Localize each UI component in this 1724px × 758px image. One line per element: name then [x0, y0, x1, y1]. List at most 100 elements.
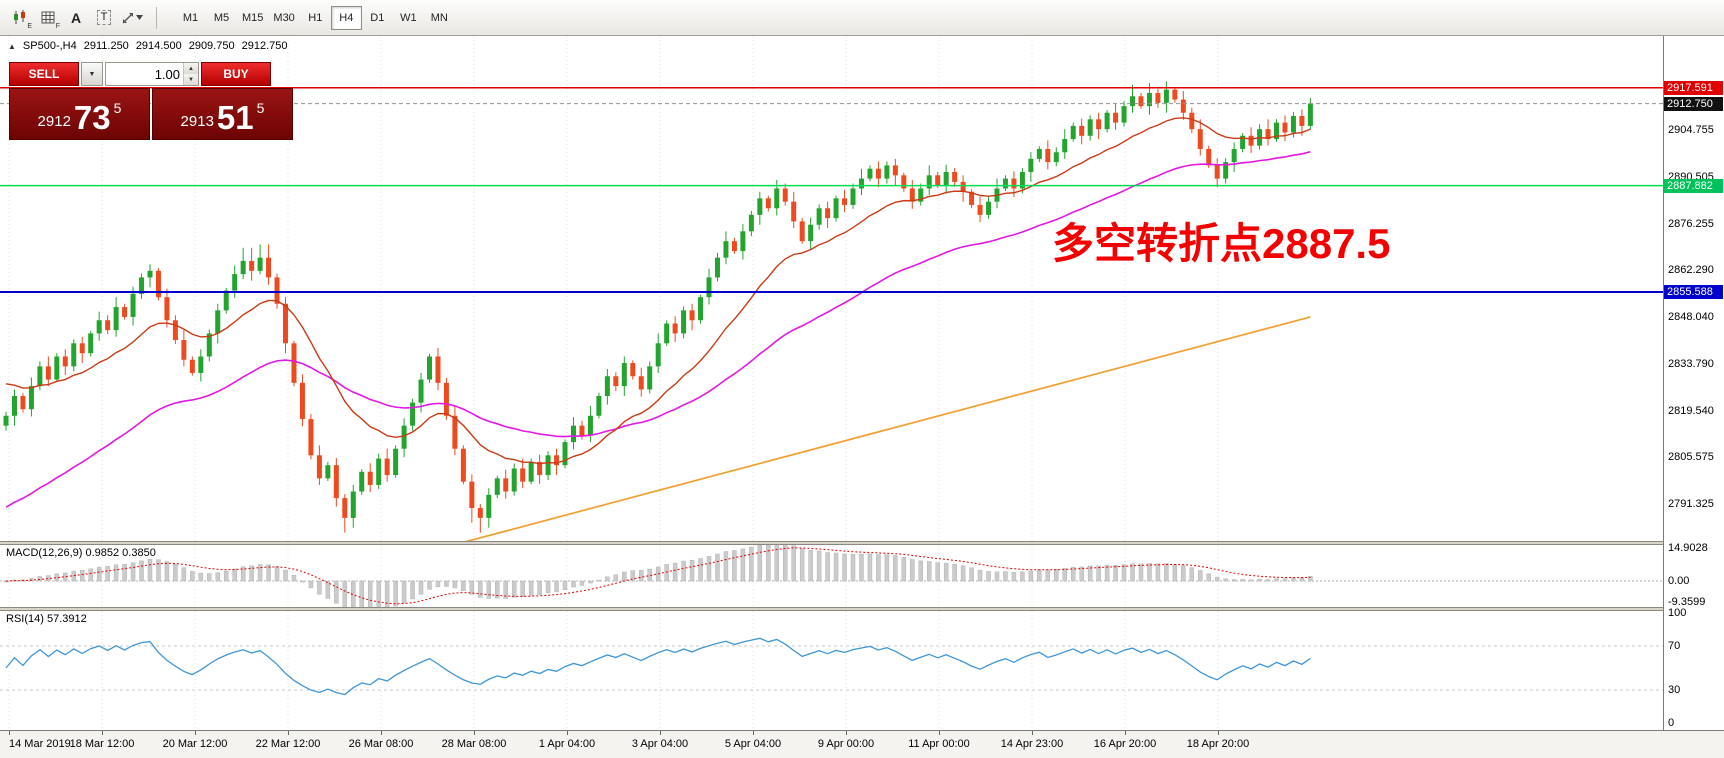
panel-separator[interactable] — [0, 541, 1663, 545]
panel-separator[interactable] — [0, 607, 1663, 611]
chart-ohlc-header: ▲ SP500-,H4 2911.250 2914.500 2909.750 2… — [8, 40, 287, 52]
price-badge: 2887.882 — [1664, 178, 1723, 193]
volume-field: ▲ ▼ — [105, 62, 199, 86]
macd-scale-tick: -9.3599 — [1668, 595, 1706, 608]
rsi-scale-tick: 0 — [1668, 717, 1675, 729]
tf-m1[interactable]: M1 — [175, 6, 206, 30]
macd-indicator-label: MACD(12,26,9) 0.9852 0.3850 — [6, 547, 156, 559]
tf-m15[interactable]: M15 — [237, 6, 268, 30]
sell-price-sup: 5 — [113, 100, 122, 116]
time-axis-tick — [1032, 731, 1033, 735]
time-axis-label: 26 Mar 08:00 — [348, 738, 414, 750]
macd-scale-tick: 0.00 — [1668, 575, 1690, 587]
time-axis-label: 1 Apr 04:00 — [538, 738, 596, 750]
price-badge: 2912.750 — [1664, 96, 1723, 111]
time-axis-tick — [753, 731, 754, 735]
time-axis-label: 14 Mar 2019 — [9, 738, 71, 750]
time-axis-tick — [381, 731, 382, 735]
symbol-label: SP500-,H4 — [22, 40, 77, 52]
price-axis-tick: 2833.790 — [1668, 357, 1714, 370]
rsi-panel-canvas[interactable] — [0, 611, 1663, 730]
volume-input[interactable] — [106, 63, 183, 85]
draw-arrows-icon — [122, 12, 133, 23]
toolbar: E F A T M1 M5 M15 M30 H1 H4 D1 W1 MN — [0, 0, 1724, 36]
tf-m30[interactable]: M30 — [268, 6, 299, 30]
sell-price-head: 2912 — [37, 113, 71, 130]
price-axis-tick: 2791.325 — [1668, 497, 1714, 510]
indicators-button[interactable]: E — [6, 5, 34, 31]
toolbar-separator — [156, 6, 157, 29]
time-axis-tick — [939, 731, 940, 735]
rsi-indicator-label: RSI(14) 57.3912 — [6, 613, 87, 625]
text-label-button[interactable]: A — [62, 5, 90, 31]
macd-scale-tick: 14.9028 — [1668, 542, 1708, 554]
time-axis-label: 9 Apr 00:00 — [817, 738, 875, 750]
tf-d1[interactable]: D1 — [362, 6, 393, 30]
buy-price-display[interactable]: 2913 51 5 — [152, 88, 293, 140]
price-axis-tick: 2876.255 — [1668, 217, 1714, 230]
timeframe-group: M1 M5 M15 M30 H1 H4 D1 W1 MN — [175, 5, 455, 30]
time-axis-label: 20 Mar 12:00 — [162, 738, 228, 750]
macd-panel-canvas[interactable] — [0, 545, 1663, 607]
price-axis-tick: 2819.540 — [1668, 404, 1714, 417]
price-badge: 2855.588 — [1664, 284, 1723, 299]
tf-h1[interactable]: H1 — [300, 6, 331, 30]
time-axis-label: 16 Apr 20:00 — [1093, 738, 1157, 750]
indicators-sub-label: E — [27, 22, 32, 30]
tf-mn[interactable]: MN — [424, 6, 455, 30]
tf-m5[interactable]: M5 — [206, 6, 237, 30]
price-axis-tick: 2848.040 — [1668, 310, 1714, 323]
time-axis-label: 14 Apr 23:00 — [1000, 738, 1064, 750]
rsi-scale-tick: 30 — [1668, 684, 1681, 696]
buy-price-sup: 5 — [256, 100, 265, 116]
grid-sub-label: F — [55, 22, 60, 30]
buy-button[interactable]: BUY — [201, 62, 271, 86]
price-axis-tick: 2805.575 — [1668, 450, 1714, 463]
ohlc-open: 2911.250 — [83, 40, 129, 52]
tf-h4[interactable]: H4 — [330, 5, 362, 30]
volume-up-button[interactable]: ▲ — [184, 63, 198, 74]
volume-down-button[interactable]: ▼ — [184, 74, 198, 85]
buy-price-head: 2913 — [180, 113, 214, 130]
ohlc-high: 2914.500 — [135, 40, 182, 52]
time-axis-tick — [474, 731, 475, 735]
ohlc-low: 2909.750 — [188, 40, 235, 52]
price-axis[interactable]: 2904.755 2890.505 2876.255 2862.290 2848.040… — [1663, 36, 1724, 730]
sell-price-big: 73 — [73, 99, 111, 136]
draw-tools-button[interactable] — [118, 5, 146, 31]
time-axis-label: 11 Apr 00:00 — [908, 738, 970, 750]
rsi-scale-tick: 100 — [1668, 607, 1687, 619]
ohlc-close: 2912.750 — [241, 40, 288, 52]
time-axis-tick — [1218, 731, 1219, 735]
candlestick-chart-icon — [14, 10, 25, 24]
time-axis-tick — [660, 731, 661, 735]
time-axis-label: 18 Apr 20:00 — [1186, 738, 1250, 750]
sell-price-display[interactable]: 2912 73 5 — [9, 88, 150, 140]
tf-w1[interactable]: W1 — [393, 6, 424, 30]
text-t-icon: T — [96, 10, 112, 25]
time-axis-tick — [195, 731, 196, 735]
text-a-icon: A — [70, 9, 82, 26]
time-axis-tick — [102, 731, 103, 735]
price-badge: 2917.591 — [1664, 80, 1723, 95]
volume-dropdown-button[interactable]: ▼ — [81, 62, 103, 86]
time-axis-label: 3 Apr 04:00 — [631, 738, 689, 750]
time-axis-label: 28 Mar 08:00 — [441, 738, 507, 750]
one-click-trading-panel: SELL ▼ ▲ ▼ BUY 2912 73 5 2913 51 5 — [9, 62, 293, 140]
time-axis[interactable]: 14 Mar 2019 18 Mar 12:00 20 Mar 12:00 22 Ma… — [0, 730, 1724, 758]
grid-button[interactable]: F — [34, 5, 62, 31]
text-box-button[interactable]: T — [90, 5, 118, 31]
collapse-triangle-icon[interactable]: ▲ — [8, 41, 16, 51]
time-axis-tick — [846, 731, 847, 735]
buy-price-big: 51 — [216, 99, 254, 136]
grid-icon — [41, 11, 55, 24]
rsi-scale-tick: 70 — [1668, 640, 1681, 652]
chevron-down-icon — [136, 15, 143, 20]
time-axis-tick — [567, 731, 568, 735]
chart-window: ▲ SP500-,H4 2911.250 2914.500 2909.750 2… — [0, 36, 1663, 730]
time-axis-label: 22 Mar 12:00 — [255, 738, 321, 750]
time-axis-tick — [288, 731, 289, 735]
time-axis-label: 5 Apr 04:00 — [724, 738, 782, 750]
price-chart-canvas[interactable] — [0, 36, 1663, 541]
sell-button[interactable]: SELL — [9, 62, 79, 86]
